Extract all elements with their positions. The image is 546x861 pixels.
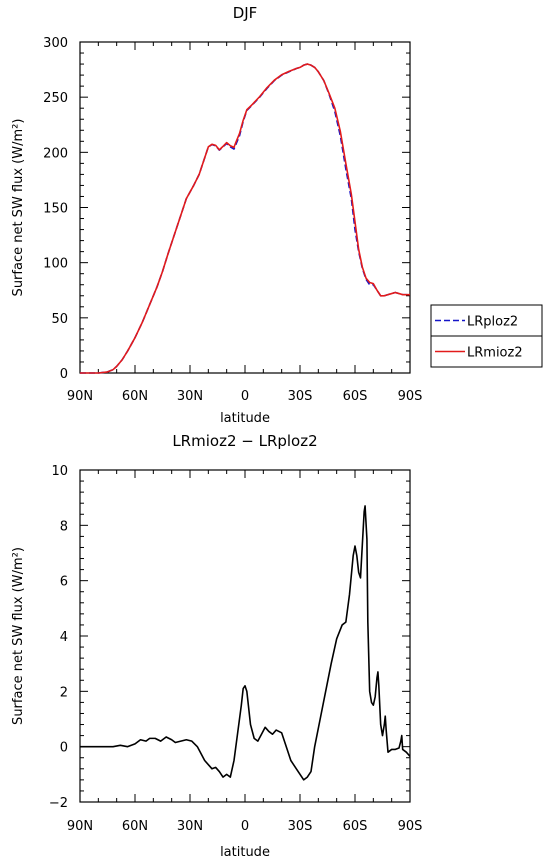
series-line-difference xyxy=(80,505,411,781)
y-axis-label: Surface net SW flux (W/m²) xyxy=(11,119,26,297)
chart-title: LRmioz2 − LRploz2 xyxy=(172,432,317,450)
y-tick-label: 300 xyxy=(43,36,68,51)
y-tick-label: 0 xyxy=(60,367,68,382)
x-tick-label: 90S xyxy=(398,819,423,834)
chart-difference: LRmioz2 − LRploz2 90N 60N 30N 0 30S 60S 90S −2 0 2… xyxy=(11,432,422,860)
x-axis-label: latitude xyxy=(220,845,270,860)
x-tick-label: 0 xyxy=(241,389,249,404)
plot-frame xyxy=(79,41,411,374)
x-tick-label: 90S xyxy=(398,389,423,404)
legend-label-lrploz2: LRploz2 xyxy=(467,315,518,330)
y-tick-label: 10 xyxy=(51,464,68,479)
y-tick-label: 100 xyxy=(43,257,68,272)
y-tick-label: −2 xyxy=(49,796,68,811)
x-tick-label: 90N xyxy=(67,819,93,834)
chart-title: DJF xyxy=(233,4,258,22)
series-line-lrmioz2 xyxy=(80,63,410,374)
y-tick-label: 4 xyxy=(60,630,68,645)
y-tick-label: 6 xyxy=(60,575,68,590)
x-tick-label: 60S xyxy=(343,389,368,404)
x-tick-label: 30N xyxy=(177,819,203,834)
y-axis-label: Surface net SW flux (W/m²) xyxy=(11,547,26,725)
legend-label-lrmioz2: LRmioz2 xyxy=(467,346,523,361)
series-line-lrploz2 xyxy=(80,63,410,374)
x-tick-label: 30N xyxy=(177,389,203,404)
x-tick-label: 90N xyxy=(67,389,93,404)
x-tick-label: 60N xyxy=(122,389,148,404)
chart-djf: DJF 90N 60N 30N 0 30S 60S 90S 0 50 100 150 200 250 300… xyxy=(11,4,543,426)
y-tick-label: 8 xyxy=(60,519,68,534)
x-tick-label: 30S xyxy=(288,389,313,404)
y-tick-label: 0 xyxy=(60,741,68,756)
y-tick-label: 250 xyxy=(43,91,68,106)
x-tick-label: 60N xyxy=(122,819,148,834)
plot-frame xyxy=(79,469,411,803)
x-axis-label: latitude xyxy=(220,411,270,426)
y-tick-label: 2 xyxy=(60,685,68,700)
y-tick-label: 200 xyxy=(43,146,68,161)
y-tick-label: 150 xyxy=(43,202,68,217)
y-tick-label: 50 xyxy=(51,312,68,327)
x-tick-label: 60S xyxy=(343,819,368,834)
x-tick-label: 0 xyxy=(241,819,249,834)
x-tick-label: 30S xyxy=(288,819,313,834)
